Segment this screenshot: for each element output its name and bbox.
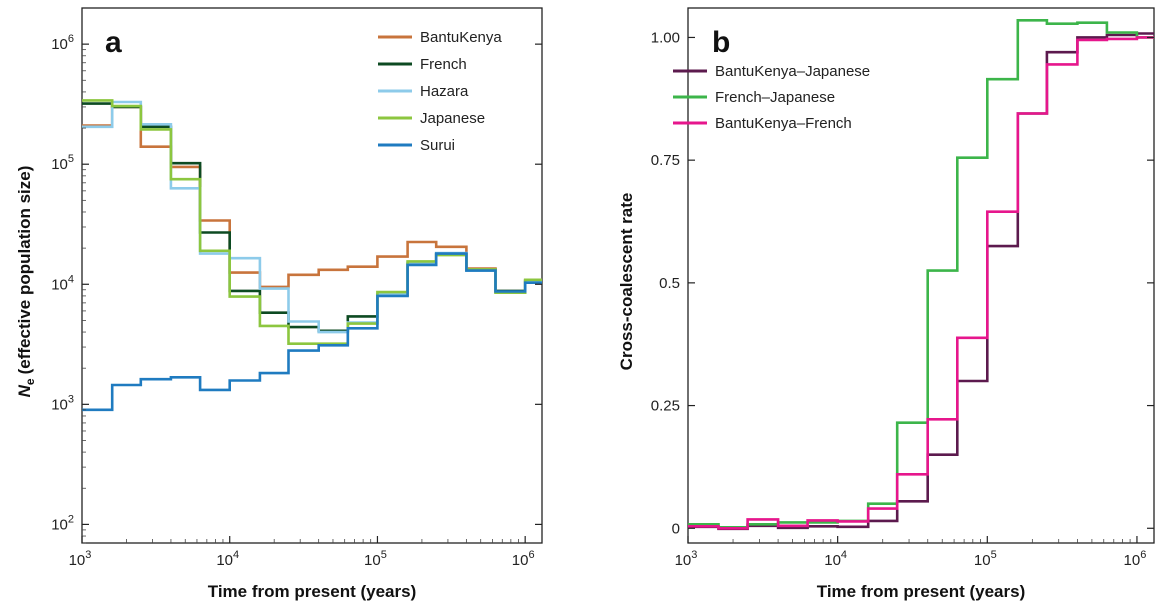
y-tick-base: 10 (51, 276, 68, 293)
panel-letter: b (712, 26, 730, 59)
x-tick-label: 103 (675, 549, 698, 569)
legend-label: BantuKenya–French (715, 115, 852, 132)
x-tick-base: 10 (364, 552, 381, 569)
series-group (82, 99, 542, 412)
x-axis-title: Time from present (years) (817, 582, 1025, 601)
legend: BantuKenya French Hazara Japanese Surui (378, 29, 502, 154)
y-tick-label: 1.00 (651, 29, 680, 46)
x-tick-base: 10 (675, 552, 692, 569)
series-line-surui (82, 252, 542, 412)
y-tick-base: 10 (51, 516, 68, 533)
x-tick-label: 106 (512, 549, 535, 569)
x-tick-exponent: 6 (1140, 549, 1146, 561)
x-tick-exponent: 4 (841, 549, 847, 561)
x-tick-base: 10 (974, 552, 991, 569)
y-axis-title: Cross-coalescent rate (617, 193, 636, 371)
x-tick-label: 105 (364, 549, 387, 569)
y-tick-label: 0 (672, 520, 680, 537)
x-tick-label: 104 (216, 549, 239, 569)
y-tick-label: 0.75 (651, 152, 680, 169)
legend-label: French (420, 56, 467, 73)
x-tick-label: 105 (974, 549, 997, 569)
x-tick-exponent: 3 (691, 549, 697, 561)
legend-item: BantuKenya–Japanese (673, 63, 870, 80)
y-axis-subscript: e (23, 378, 37, 385)
y-tick-exponent: 6 (68, 33, 74, 45)
legend-item: Hazara (378, 83, 469, 100)
y-axis-title: Ne (effective population size) (15, 166, 37, 398)
series-line-bantukenya-french (688, 36, 1154, 530)
legend-label: French–Japanese (715, 89, 835, 106)
legend-label: BantuKenya–Japanese (715, 63, 870, 80)
series-line-french (82, 102, 542, 333)
series-group (688, 19, 1154, 531)
x-tick-label: 106 (1124, 549, 1147, 569)
y-tick-label: 102 (51, 513, 74, 533)
series-line-japanese (82, 99, 542, 345)
y-tick-label: 103 (51, 393, 74, 413)
legend-item: BantuKenya–French (673, 115, 852, 132)
x-tick-label: 104 (824, 549, 847, 569)
y-tick-label: 106 (51, 33, 74, 53)
y-tick-exponent: 2 (68, 513, 74, 525)
x-minor-ticks (126, 539, 519, 543)
y-tick-exponent: 4 (68, 273, 74, 285)
plot-frame (81, 7, 543, 544)
x-tick-exponent: 6 (528, 549, 534, 561)
x-axis-ticks: 103 104 105 106 (675, 536, 1147, 569)
legend-item: French (378, 56, 467, 73)
x-tick-exponent: 4 (233, 549, 239, 561)
y-tick-label: 104 (51, 273, 74, 293)
legend-label: Surui (420, 137, 455, 154)
y-tick-label: 0.5 (659, 275, 680, 292)
legend: BantuKenya–Japanese French–Japanese BantuK… (673, 63, 870, 132)
series-line-hazara (82, 100, 542, 334)
y-tick-label: 0.25 (651, 398, 680, 415)
legend-item: French–Japanese (673, 89, 835, 106)
y-tick-base: 10 (51, 156, 68, 173)
y-tick-base: 10 (51, 396, 68, 413)
plot-frame (687, 7, 1155, 544)
legend-item: BantuKenya (378, 29, 502, 46)
x-tick-base: 10 (216, 552, 233, 569)
panel-letter: a (105, 26, 122, 59)
x-tick-exponent: 3 (85, 549, 91, 561)
x-tick-base: 10 (824, 552, 841, 569)
x-tick-base: 10 (512, 552, 529, 569)
y-axis-label-text: (effective population size) (15, 166, 34, 375)
x-tick-base: 10 (1124, 552, 1141, 569)
x-minor-ticks (732, 539, 1131, 543)
y-tick-label: 105 (51, 153, 74, 173)
series-line-bantukenya-japanese (688, 32, 1154, 531)
legend-label: BantuKenya (420, 29, 502, 46)
x-tick-exponent: 5 (381, 549, 387, 561)
legend-item: Japanese (378, 110, 485, 127)
y-tick-exponent: 5 (68, 153, 74, 165)
x-tick-label: 103 (69, 549, 92, 569)
x-axis-title: Time from present (years) (208, 582, 416, 601)
y-tick-base: 10 (51, 36, 68, 53)
y-axis-symbol: N (15, 384, 34, 397)
y-tick-exponent: 3 (68, 393, 74, 405)
x-axis-ticks: 103 104 105 106 (69, 536, 535, 569)
x-tick-exponent: 5 (991, 549, 997, 561)
legend-item: Surui (378, 137, 455, 154)
series-line-bantukenya (82, 105, 542, 293)
legend-label: Japanese (420, 110, 485, 127)
legend-label: Hazara (420, 83, 469, 100)
y-axis-ticks: 0 0.25 0.5 0.75 1.00 (651, 29, 1154, 537)
y-minor-ticks (82, 49, 86, 544)
x-tick-base: 10 (69, 552, 86, 569)
